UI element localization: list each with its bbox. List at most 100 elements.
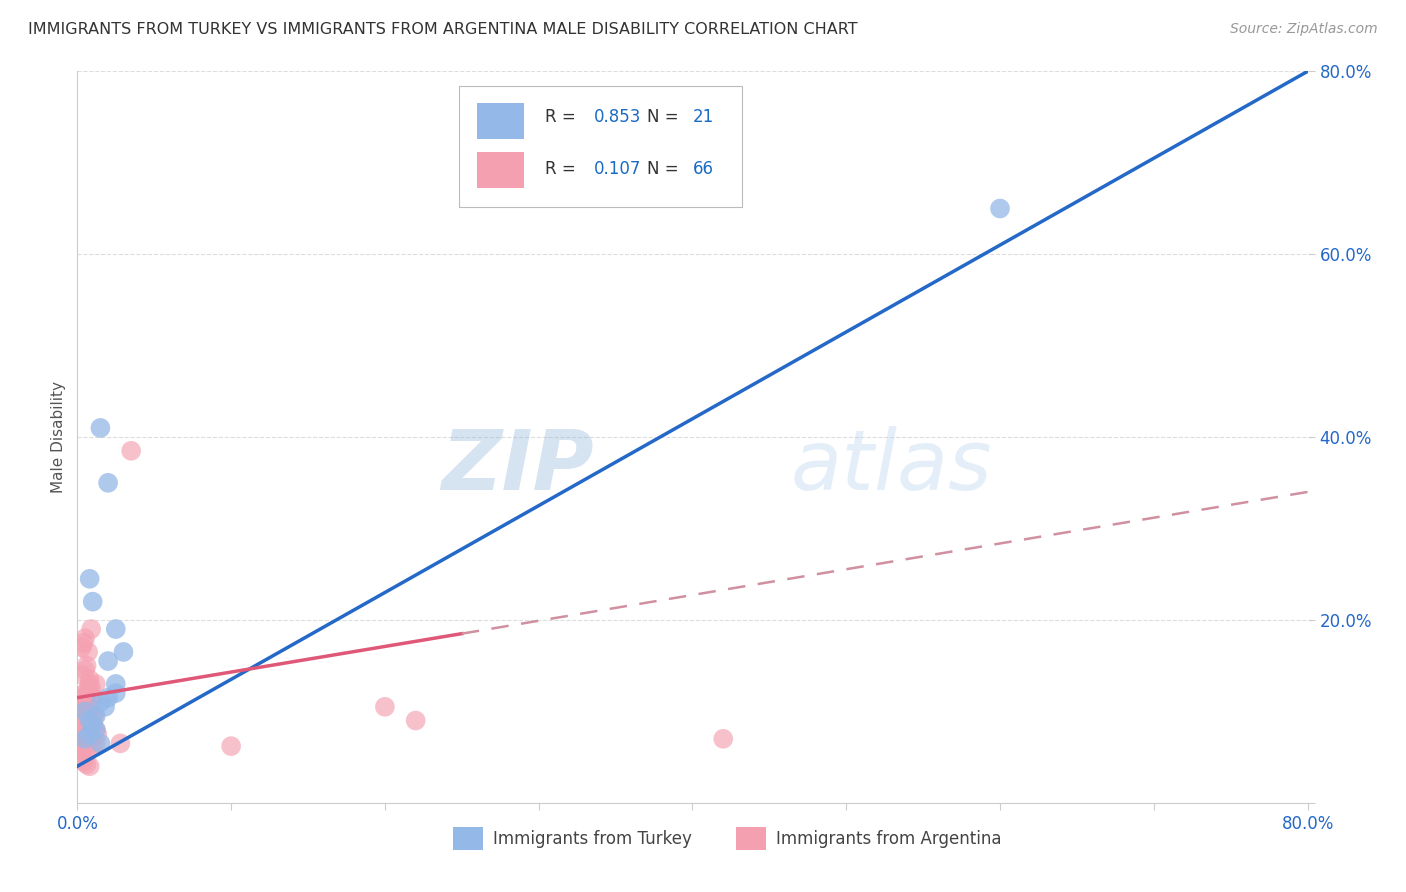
Bar (735, 827, 766, 850)
Point (104, 622, 127, 636)
Point (84, 677, 107, 691)
Point (84, 723, 107, 737)
Point (79, 730, 101, 744)
Point (72, 636, 94, 650)
Point (97, 654, 120, 668)
Point (76, 743, 98, 757)
Point (72, 731, 94, 746)
Text: 21: 21 (693, 109, 714, 127)
Point (80, 724, 103, 739)
Bar (477, 103, 524, 139)
Text: IMMIGRANTS FROM TURKEY VS IMMIGRANTS FROM ARGENTINA MALE DISABILITY CORRELATION : IMMIGRANTS FROM TURKEY VS IMMIGRANTS FRO… (28, 22, 858, 37)
Point (77, 686, 100, 700)
Point (79, 714, 101, 728)
Point (70, 746, 93, 760)
Point (72, 740, 94, 755)
Point (405, 714, 427, 728)
Point (79, 673, 101, 687)
Point (79, 702, 101, 716)
Point (73, 690, 96, 705)
Point (82, 718, 104, 732)
Point (76, 721, 98, 735)
Text: N =: N = (647, 109, 683, 127)
Point (988, 202, 1011, 216)
Point (82, 594, 104, 608)
Point (84, 736, 107, 750)
Point (73, 724, 96, 739)
Point (77, 645, 100, 659)
Point (89, 695, 111, 709)
Point (72, 690, 94, 705)
Point (73, 705, 96, 719)
Point (79, 715, 101, 730)
Point (82, 739, 104, 753)
Text: 0.107: 0.107 (595, 160, 641, 178)
Text: 0.853: 0.853 (595, 109, 641, 127)
Point (76, 733, 98, 747)
Point (73, 663, 96, 677)
Point (76, 658, 98, 673)
Point (73, 727, 96, 741)
Point (70, 640, 93, 655)
Point (79, 759, 101, 773)
Point (83, 709, 105, 723)
Bar (453, 827, 484, 850)
Point (70, 736, 93, 750)
Point (94, 699, 117, 714)
Point (72, 709, 94, 723)
Point (76, 757, 98, 772)
Point (82, 711, 104, 725)
Point (73, 731, 96, 746)
Point (86, 727, 108, 741)
Point (84, 723, 107, 737)
FancyBboxPatch shape (458, 86, 742, 207)
Text: R =: R = (546, 160, 581, 178)
Point (79, 727, 101, 741)
Point (73, 714, 96, 728)
Point (70, 667, 93, 681)
Point (72, 755, 94, 769)
Text: 66: 66 (693, 160, 713, 178)
Point (70, 714, 93, 728)
Point (711, 731, 734, 746)
Point (80, 681, 103, 696)
Point (79, 677, 101, 691)
Text: atlas: atlas (792, 425, 993, 507)
Text: Source: ZipAtlas.com: Source: ZipAtlas.com (1230, 22, 1378, 37)
Point (84, 709, 107, 723)
Point (70, 705, 93, 719)
Point (76, 706, 98, 721)
Point (219, 739, 242, 753)
Point (120, 443, 142, 458)
Text: Immigrants from Argentina: Immigrants from Argentina (776, 830, 1001, 848)
Point (70, 695, 93, 709)
Point (97, 690, 120, 705)
Text: N =: N = (647, 160, 683, 178)
Point (80, 714, 103, 728)
Point (77, 727, 100, 741)
Point (97, 475, 120, 490)
Point (76, 718, 98, 732)
Text: ZIP: ZIP (441, 425, 595, 507)
Point (89, 736, 111, 750)
Point (77, 681, 100, 696)
Point (70, 695, 93, 709)
Point (82, 690, 104, 705)
Point (104, 686, 127, 700)
Point (73, 686, 96, 700)
Point (80, 697, 103, 711)
Point (89, 421, 111, 435)
Text: Immigrants from Turkey: Immigrants from Turkey (494, 830, 692, 848)
Point (73, 723, 96, 737)
Point (110, 736, 132, 750)
Point (80, 622, 103, 636)
Point (70, 752, 93, 766)
Point (76, 706, 98, 721)
Bar (477, 153, 524, 188)
Point (73, 705, 96, 719)
Point (79, 572, 101, 586)
Point (112, 645, 135, 659)
Y-axis label: Male Disability: Male Disability (51, 381, 66, 493)
Point (104, 677, 127, 691)
Point (70, 730, 93, 744)
